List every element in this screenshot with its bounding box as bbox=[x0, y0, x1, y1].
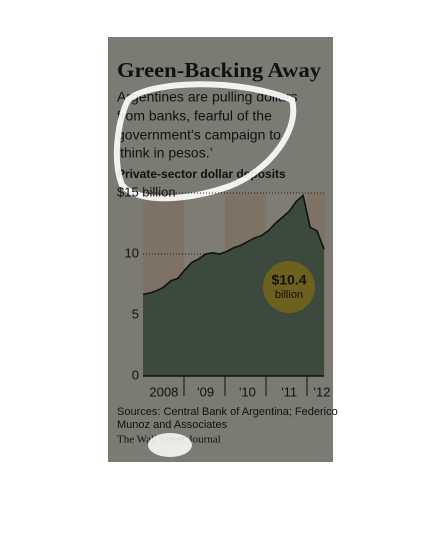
x-tick-label: '09 bbox=[197, 384, 214, 399]
annotation-unit: billion bbox=[275, 289, 303, 301]
x-tick-label: '11 bbox=[281, 384, 297, 399]
y-tick-label: 0 bbox=[132, 367, 139, 382]
source: Munoz and Associates bbox=[117, 419, 228, 431]
annotation-circle bbox=[263, 261, 315, 313]
source: Sources: Central Bank of Argentina; Fede… bbox=[117, 406, 338, 418]
area bbox=[143, 195, 324, 376]
x-tick-label: '12 bbox=[314, 384, 331, 399]
annotation-value: $10.4 bbox=[271, 272, 306, 288]
subtitle: from banks, fearful of the bbox=[117, 108, 272, 124]
subtitle: ‘think in pesos.’ bbox=[117, 145, 213, 161]
y-tick-label: $15 billion bbox=[117, 184, 176, 199]
highlight bbox=[113, 81, 297, 202]
y-tick-label: 5 bbox=[132, 306, 139, 321]
x-tick-label: 2008 bbox=[149, 384, 178, 399]
highlight bbox=[148, 433, 192, 457]
subtitle: government’s campaign to bbox=[117, 127, 281, 143]
y-tick-label: 10 bbox=[125, 245, 139, 260]
chart-title: Green-Backing Away bbox=[117, 58, 322, 82]
x-tick-label: '10 bbox=[239, 384, 256, 399]
line bbox=[142, 193, 325, 296]
subtitle: Argentines are pulling dollars bbox=[117, 89, 298, 105]
